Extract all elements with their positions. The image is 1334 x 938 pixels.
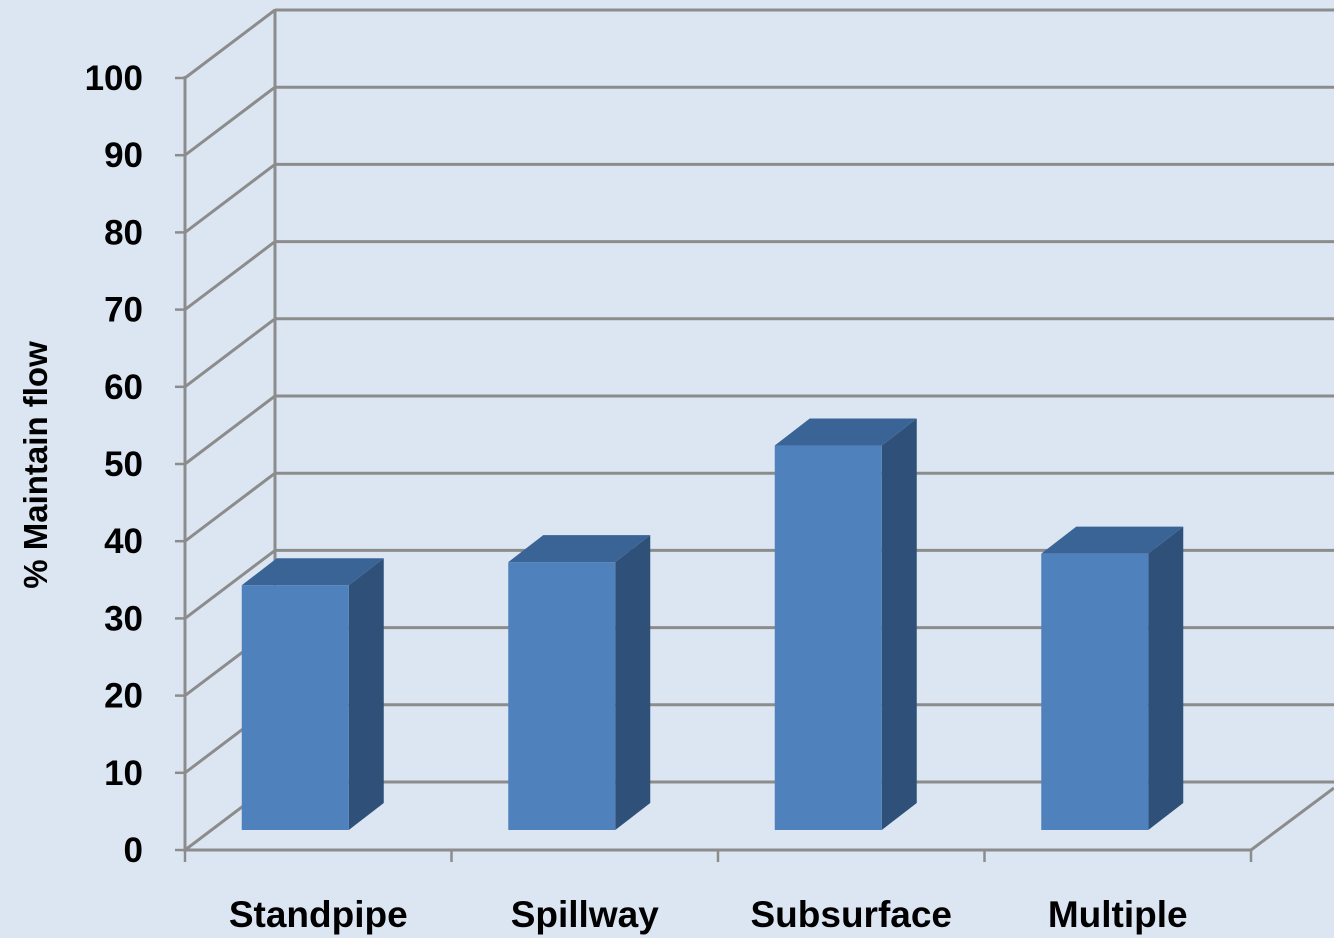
y-tick-label: 0 [124,831,143,870]
bar-side [349,558,384,830]
x-category-label: Subsurface [750,894,952,935]
y-tick-labels: 0 10 20 30 40 50 60 70 80 90 100 [85,59,143,870]
y-tick-label: 90 [104,136,143,175]
floor-edge [1251,788,1334,850]
bar [508,535,650,830]
gridline-diagonal [185,87,275,155]
y-tick-label: 100 [85,59,143,98]
gridline-diagonal [185,319,275,387]
bar [242,558,384,830]
y-tick-label: 50 [104,445,143,484]
bar [775,419,917,830]
bars [242,419,1184,830]
y-tick-label: 70 [104,291,143,330]
y-axis-label: % Maintain flow [17,341,54,589]
y-tick-label: 10 [104,754,143,793]
bar-side [615,535,650,830]
y-tick-label: 30 [104,599,143,638]
bar-front [242,585,349,830]
gridline-diagonal [185,242,275,310]
bar-front [508,562,615,830]
x-category-label: Standpipe [229,894,408,935]
x-category-label: Multiple [1048,894,1188,935]
bar [1041,527,1183,830]
y-tick-label: 60 [104,368,143,407]
bar-side [882,419,917,830]
x-category-label: Spillway [511,894,659,935]
gridline-diagonal [185,473,275,541]
bar-front [1041,554,1148,830]
x-category-labels: Standpipe Spillway Subsurface Multiple [229,894,1188,935]
gridline-diagonal [185,10,275,78]
gridline-diagonal [185,396,275,464]
y-tick-label: 80 [104,213,143,252]
bar-front [775,446,882,830]
gridline-diagonal [185,164,275,232]
y-tick-label: 40 [104,522,143,561]
y-tick-label: 20 [104,677,143,716]
bar-side [1148,527,1183,830]
